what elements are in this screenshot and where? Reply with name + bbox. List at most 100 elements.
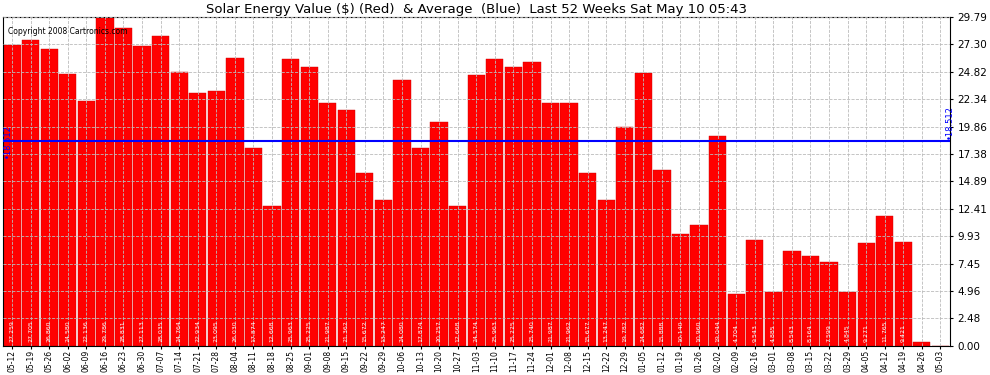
- Bar: [839, 292, 856, 346]
- Text: 21.962: 21.962: [566, 321, 571, 342]
- Bar: [709, 136, 727, 346]
- Text: •18.512: •18.512: [3, 124, 12, 158]
- Bar: [356, 173, 373, 346]
- Text: 8.164: 8.164: [808, 325, 813, 342]
- Bar: [913, 342, 931, 346]
- Bar: [690, 225, 708, 346]
- Text: 22.136: 22.136: [84, 321, 89, 342]
- Bar: [746, 240, 763, 346]
- Bar: [857, 243, 875, 346]
- Bar: [821, 262, 838, 346]
- Bar: [728, 294, 744, 346]
- Bar: [22, 40, 40, 346]
- Bar: [616, 128, 634, 346]
- Text: 15.888: 15.888: [659, 321, 664, 342]
- Text: 25.963: 25.963: [492, 321, 497, 342]
- Bar: [524, 62, 541, 346]
- Text: 13.247: 13.247: [381, 321, 386, 342]
- Bar: [375, 200, 392, 346]
- Bar: [505, 68, 522, 346]
- Text: 7.599: 7.599: [827, 325, 832, 342]
- Text: 24.580: 24.580: [65, 321, 70, 342]
- Bar: [338, 110, 354, 346]
- Bar: [319, 103, 337, 346]
- Text: 26.030: 26.030: [233, 321, 238, 342]
- Bar: [227, 58, 244, 346]
- Text: 24.764: 24.764: [176, 321, 182, 342]
- Text: 27.259: 27.259: [10, 321, 15, 342]
- Bar: [635, 74, 652, 346]
- Text: 8.543: 8.543: [789, 325, 794, 342]
- Text: 12.668: 12.668: [269, 321, 274, 342]
- Text: 27.705: 27.705: [28, 321, 33, 342]
- Text: 12.668: 12.668: [455, 321, 460, 342]
- Bar: [263, 206, 280, 346]
- Bar: [764, 292, 782, 346]
- Bar: [653, 170, 670, 346]
- Text: 19.044: 19.044: [715, 321, 720, 342]
- Text: 10.960: 10.960: [697, 321, 702, 342]
- Text: 21.987: 21.987: [325, 321, 331, 342]
- Bar: [189, 93, 206, 346]
- Text: 4.885: 4.885: [771, 325, 776, 342]
- Text: 26.860: 26.860: [47, 321, 51, 342]
- Text: 19.782: 19.782: [623, 321, 628, 342]
- Text: 25.740: 25.740: [530, 321, 535, 342]
- Text: 11.765: 11.765: [882, 321, 887, 342]
- Text: 9.271: 9.271: [863, 325, 868, 342]
- Bar: [560, 104, 578, 346]
- Text: Copyright 2008 Cartronics.com: Copyright 2008 Cartronics.com: [8, 27, 127, 36]
- Text: 25.225: 25.225: [307, 321, 312, 342]
- Bar: [41, 49, 57, 346]
- Text: 24.574: 24.574: [474, 321, 479, 342]
- Bar: [134, 46, 150, 346]
- Text: 4.704: 4.704: [734, 325, 739, 342]
- Bar: [579, 173, 596, 346]
- Bar: [672, 234, 689, 346]
- Bar: [77, 102, 95, 346]
- Text: 10.140: 10.140: [678, 321, 683, 342]
- Bar: [802, 256, 819, 346]
- Text: 21.362: 21.362: [344, 321, 348, 342]
- Bar: [393, 80, 411, 346]
- Text: 25.225: 25.225: [511, 321, 516, 342]
- Text: 17.874: 17.874: [250, 321, 256, 342]
- Text: 27.113: 27.113: [140, 321, 145, 342]
- Bar: [96, 17, 114, 346]
- Text: 21.987: 21.987: [548, 321, 553, 342]
- Bar: [208, 91, 225, 346]
- Bar: [542, 103, 559, 346]
- Text: 24.080: 24.080: [400, 321, 405, 342]
- Text: 9.543: 9.543: [752, 325, 757, 342]
- Text: 24.682: 24.682: [641, 321, 645, 342]
- Bar: [783, 252, 801, 346]
- Text: 13.247: 13.247: [604, 321, 609, 342]
- Text: 28.831: 28.831: [121, 321, 126, 342]
- Bar: [895, 242, 912, 346]
- Bar: [115, 27, 132, 346]
- Bar: [412, 148, 430, 346]
- Bar: [431, 122, 447, 346]
- Bar: [3, 45, 21, 346]
- Bar: [876, 216, 893, 346]
- Text: 4.845: 4.845: [845, 325, 850, 342]
- Bar: [301, 68, 318, 346]
- Bar: [598, 200, 615, 346]
- Text: 15.677: 15.677: [585, 321, 590, 342]
- Text: 23.095: 23.095: [214, 321, 219, 342]
- Bar: [449, 206, 466, 346]
- Bar: [245, 148, 262, 346]
- Bar: [282, 59, 299, 346]
- Bar: [152, 36, 169, 346]
- Text: 28.035: 28.035: [158, 321, 163, 342]
- Text: •18.512: •18.512: [945, 105, 954, 139]
- Text: 29.786: 29.786: [102, 321, 107, 342]
- Text: 9.421: 9.421: [901, 325, 906, 342]
- Text: 17.874: 17.874: [418, 321, 423, 342]
- Text: 25.963: 25.963: [288, 321, 293, 342]
- Bar: [467, 75, 485, 346]
- Text: 20.257: 20.257: [437, 321, 442, 342]
- Bar: [170, 72, 188, 346]
- Title: Solar Energy Value ($) (Red)  & Average  (Blue)  Last 52 Weeks Sat May 10 05:43: Solar Energy Value ($) (Red) & Average (…: [206, 3, 746, 16]
- Text: 15.672: 15.672: [362, 321, 367, 342]
